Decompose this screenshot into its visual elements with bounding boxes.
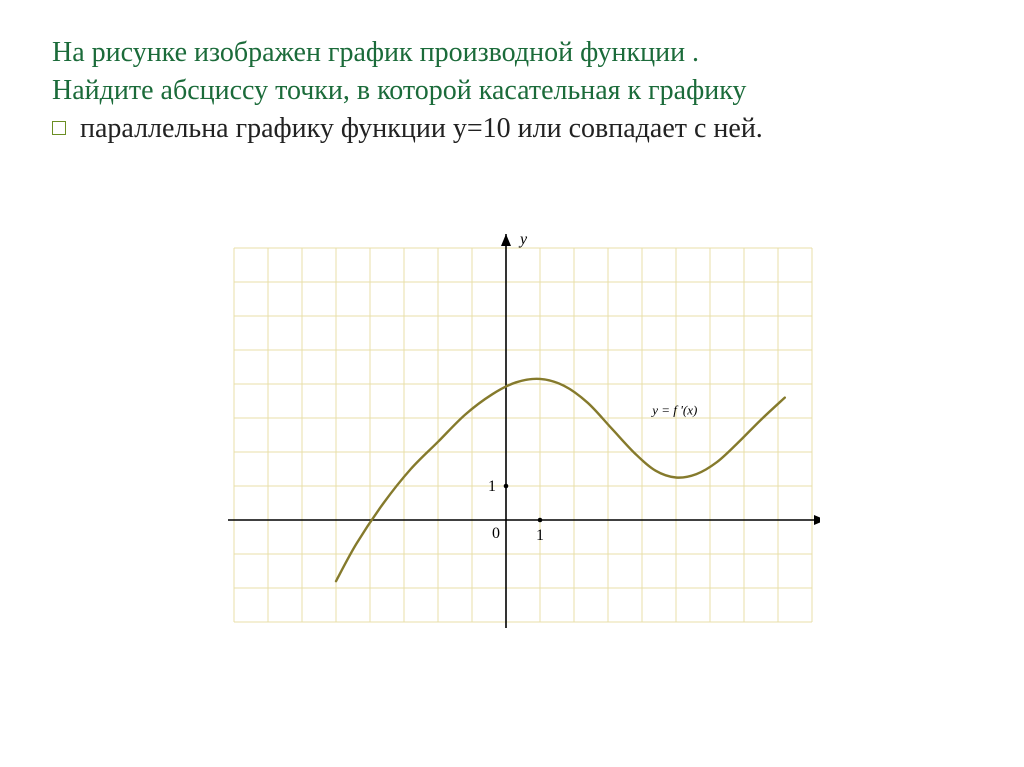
title-line-3: параллельна графику функции y=10 или сов…	[52, 110, 972, 148]
svg-text:y = f '(x): y = f '(x)	[650, 403, 697, 418]
title-line-1: На рисунке изображен график производной …	[52, 34, 972, 72]
svg-text:y: y	[518, 231, 528, 248]
title-line-2: Найдите абсциссу точки, в которой касате…	[52, 72, 972, 110]
bullet-icon	[52, 121, 66, 135]
svg-text:1: 1	[488, 478, 496, 495]
slide: На рисунке изображен график производной …	[0, 0, 1024, 767]
title-line-3-text: параллельна графику функции y=10 или сов…	[80, 113, 763, 144]
svg-text:0: 0	[492, 525, 500, 542]
chart-svg: 011yxy = f '(x)	[200, 210, 820, 630]
svg-text:1: 1	[536, 527, 544, 544]
title-block: На рисунке изображен график производной …	[52, 34, 972, 147]
chart: 011yxy = f '(x)	[200, 210, 820, 630]
